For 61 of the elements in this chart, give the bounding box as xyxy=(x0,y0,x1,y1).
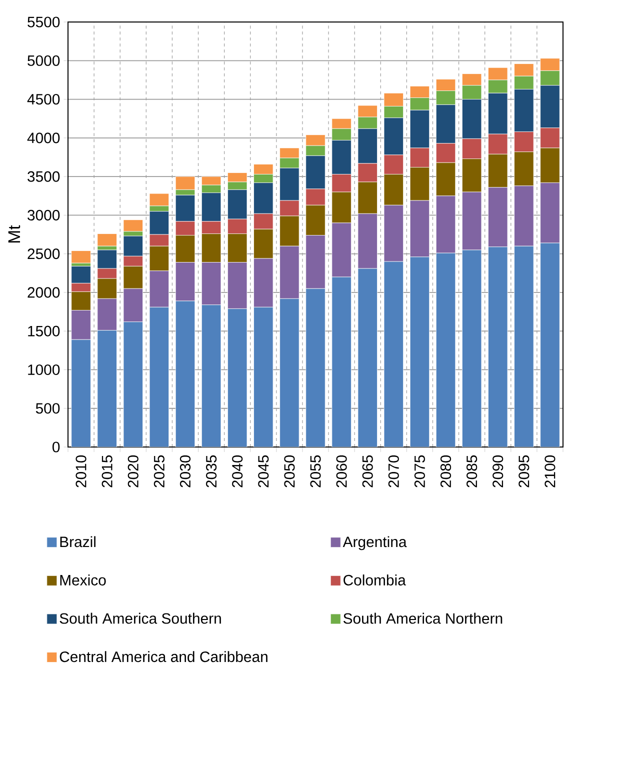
bar xyxy=(436,253,456,448)
x-tick-label: 2070 xyxy=(388,455,399,488)
bar xyxy=(332,277,352,448)
x-tick-label: 2025 xyxy=(154,455,164,488)
bar xyxy=(71,340,91,448)
bar xyxy=(176,300,195,448)
y-tick-label: 5500 xyxy=(28,16,60,28)
y-tick-label: 500 xyxy=(36,403,60,414)
legend-label: Brazil xyxy=(60,536,96,548)
legend-label: Argentina xyxy=(342,536,407,550)
bar xyxy=(306,288,326,448)
x-tick-label: 2090 xyxy=(492,455,504,488)
bar xyxy=(540,242,560,448)
bar xyxy=(123,220,143,232)
y-tick-label: 5000 xyxy=(28,55,60,66)
bar xyxy=(123,322,143,448)
x-tick-label: 2100 xyxy=(544,455,556,488)
x-tick-label: 2015 xyxy=(102,455,112,488)
bar xyxy=(228,308,247,448)
legend-label: Central America and Caribbean xyxy=(60,651,268,662)
x-tick-label: 2035 xyxy=(206,455,217,488)
y-tick-label: 3000 xyxy=(28,210,60,220)
y-tick-label: 2500 xyxy=(28,248,60,260)
x-tick-label: 2055 xyxy=(310,455,321,488)
bar xyxy=(280,298,300,448)
x-tick-label: 2080 xyxy=(440,455,452,488)
legend-label: Colombia xyxy=(344,574,406,586)
bar xyxy=(488,246,508,448)
x-tick-label: 2030 xyxy=(180,455,191,488)
legend-label: Mexico xyxy=(60,574,106,586)
x-tick-label: 2045 xyxy=(258,455,269,488)
bar xyxy=(358,268,378,448)
y-tick-label: 1500 xyxy=(28,326,60,336)
bar xyxy=(410,256,430,448)
y-tick-label: 3500 xyxy=(28,171,60,182)
y-tick-label: 1000 xyxy=(28,364,60,376)
x-tick-label: 2095 xyxy=(518,455,530,488)
x-tick-label: 2065 xyxy=(362,455,373,488)
bar xyxy=(514,246,534,448)
bar xyxy=(150,307,169,448)
y-tick-label: 4500 xyxy=(27,94,60,105)
x-tick-label: 2075 xyxy=(414,455,425,488)
y-axis-title: Mt xyxy=(8,225,20,243)
y-tick-label: 0 xyxy=(52,442,60,452)
bar xyxy=(202,304,221,448)
legend-label: South America Southern xyxy=(60,612,221,624)
bar xyxy=(71,250,91,264)
bar xyxy=(254,307,274,448)
x-tick-label: 2040 xyxy=(232,455,243,488)
bar xyxy=(97,234,117,246)
x-tick-label: 2010 xyxy=(76,455,86,488)
x-tick-label: 2060 xyxy=(336,455,347,488)
bar xyxy=(462,250,482,448)
y-tick-label: 2000 xyxy=(28,287,60,298)
bar xyxy=(384,262,404,448)
x-tick-label: 2085 xyxy=(466,455,478,488)
legend-label: South America Northern xyxy=(343,612,502,624)
bar xyxy=(97,330,117,448)
x-tick-label: 2050 xyxy=(284,455,295,488)
y-tick-label: 4000 xyxy=(27,132,60,144)
x-tick-label: 2020 xyxy=(128,455,138,488)
